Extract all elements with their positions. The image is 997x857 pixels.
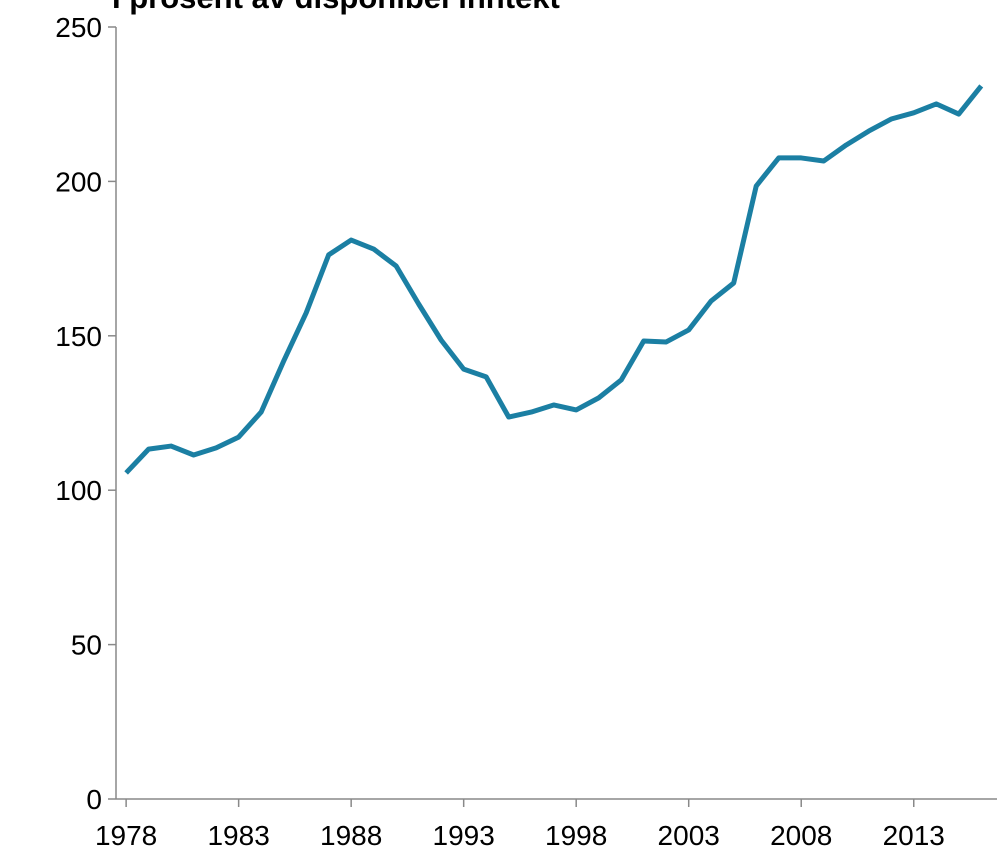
x-tick-label: 1978 <box>95 820 157 851</box>
y-tick-label: 0 <box>86 784 102 815</box>
x-tick-label: 2013 <box>883 820 945 851</box>
y-tick-label: 150 <box>55 321 102 352</box>
y-tick-label: 50 <box>71 630 102 661</box>
x-tick-label: 1988 <box>320 820 382 851</box>
x-tick-label: 1998 <box>545 820 607 851</box>
x-tick-label: 2008 <box>770 820 832 851</box>
y-tick-label: 250 <box>55 12 102 43</box>
x-tick-label: 2003 <box>658 820 720 851</box>
x-tick-label: 1983 <box>207 820 269 851</box>
chart-title: I prosent av disponibel inntekt <box>112 0 560 15</box>
y-tick-label: 100 <box>55 475 102 506</box>
line <box>124 84 984 475</box>
x-tick-label: 1993 <box>433 820 495 851</box>
y-tick-label: 200 <box>55 166 102 197</box>
